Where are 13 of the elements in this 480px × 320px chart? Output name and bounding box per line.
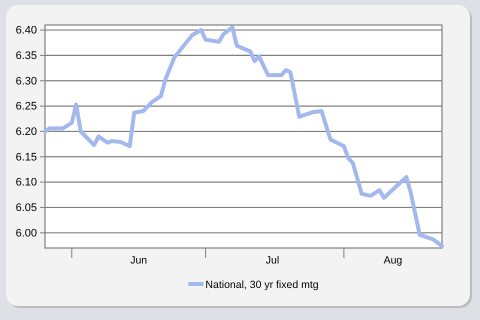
y-tick-label: 6.05 [16, 202, 37, 214]
y-tick-label: 6.30 [16, 75, 37, 88]
y-tick-label: 6.25 [16, 100, 37, 113]
y-tick-label: 6.15 [16, 151, 37, 164]
legend-label: National, 30 yr fixed mtg [205, 279, 319, 291]
x-tick-label: Aug [384, 254, 402, 266]
y-tick-label: 6.35 [16, 50, 37, 62]
x-tick-label: Jul [266, 254, 280, 266]
y-tick-label: 6.10 [16, 176, 37, 189]
y-tick-label: 6.20 [16, 126, 37, 138]
y-tick-label: 6.00 [16, 227, 37, 240]
y-tick-label: 6.40 [16, 24, 37, 37]
x-tick-label: Jun [130, 254, 148, 266]
